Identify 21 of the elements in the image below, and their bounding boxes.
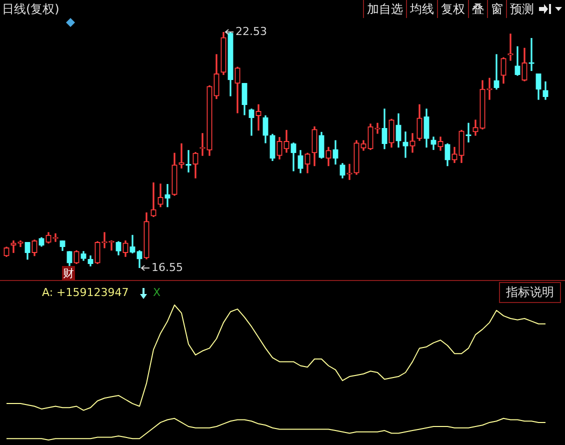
text: 指标说明	[499, 282, 561, 303]
candlestick	[346, 164, 352, 180]
annotation: 16.55	[152, 260, 183, 274]
candlestick	[494, 54, 500, 90]
text: 预测	[506, 0, 537, 18]
candlestick	[164, 184, 170, 208]
annotation: 22.53	[236, 24, 267, 38]
text: 均线	[406, 0, 437, 18]
text: 加自选	[363, 0, 406, 18]
chart-title: A: +159123947	[42, 286, 129, 299]
candlestick	[200, 133, 206, 156]
annotation: 财	[62, 266, 75, 281]
candlestick	[528, 38, 534, 72]
chart-title: 日线(复权)	[2, 1, 60, 18]
text: 叠	[468, 0, 487, 18]
text: 窗	[487, 0, 506, 18]
text: X	[153, 286, 161, 299]
candlestick	[256, 104, 262, 131]
text: 复权	[437, 0, 468, 18]
candlestick	[402, 132, 408, 158]
candlestick	[150, 182, 156, 218]
